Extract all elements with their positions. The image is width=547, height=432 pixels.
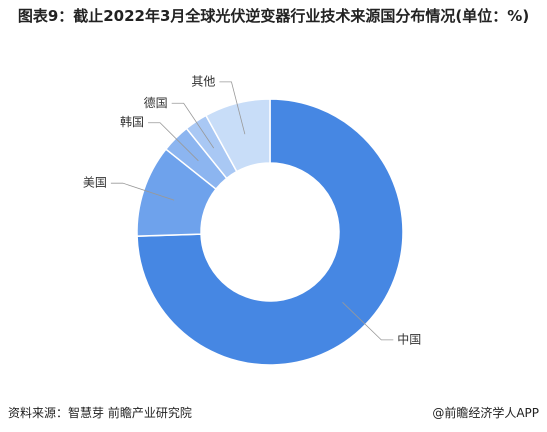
leader-line [219, 81, 246, 135]
leader-line [148, 122, 199, 162]
leader-line [110, 182, 175, 201]
source-note: 资料来源：智慧芽 前瞻产业研究院 [8, 406, 192, 420]
segment-label: 韩国 [120, 114, 144, 129]
segment-label: 美国 [83, 176, 107, 190]
segment-label: 其他 [191, 74, 215, 88]
donut-segment [204, 98, 271, 173]
segment-label: 中国 [397, 331, 421, 346]
donut-segment [136, 98, 404, 366]
segment-label: 德国 [144, 95, 168, 110]
leader-line [171, 102, 215, 149]
chart-title: 图表9：截止2022年3月全球光伏逆变器行业技术来源国分布情况(单位：%) [17, 7, 530, 25]
leader-line [342, 301, 394, 341]
credit: @前瞻经济学人APP [432, 406, 539, 420]
